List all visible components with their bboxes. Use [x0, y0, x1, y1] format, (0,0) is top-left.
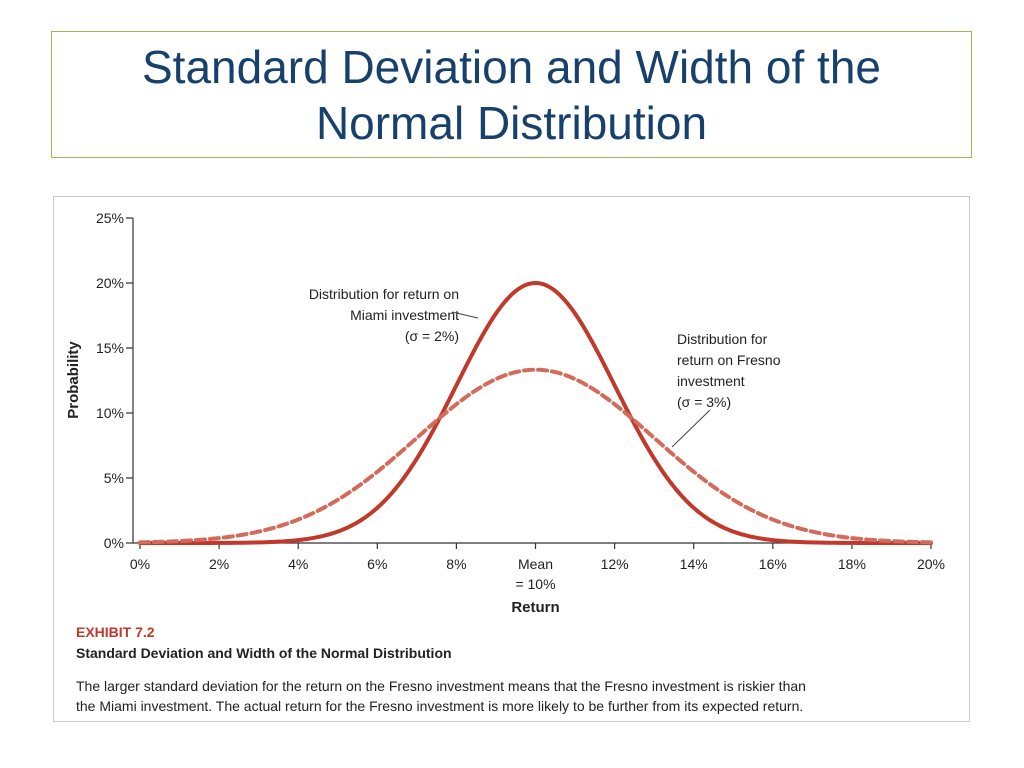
x-tick-label: 16%: [759, 556, 787, 572]
x-tick-label: Mean: [518, 556, 553, 572]
x-axis-title: Return: [511, 599, 559, 616]
miami-curve-label-line: (σ = 2%): [405, 328, 459, 344]
fresno-curve-label-line: investment: [677, 373, 745, 389]
x-tick-label: 2%: [209, 556, 229, 572]
x-tick-label: 6%: [367, 556, 387, 572]
fresno-label-leader: [671, 409, 711, 448]
exhibit-number: EXHIBIT 7.2: [76, 624, 155, 640]
x-tick-sublabel-mean: = 10%: [515, 576, 555, 592]
y-tick-label: 25%: [96, 210, 124, 226]
x-tick-label: 14%: [680, 556, 708, 572]
y-tick-label: 10%: [96, 405, 124, 421]
y-tick-label: 5%: [104, 470, 124, 486]
fresno-curve-label-line: (σ = 3%): [677, 394, 731, 410]
miami-label-leader: [451, 311, 479, 319]
miami-curve-label: Distribution for return on Miami investme…: [309, 286, 459, 344]
series-curve-fresno: [138, 367, 933, 545]
slide-title-line-2: Normal Distribution: [315, 96, 708, 149]
x-tick-label: 8%: [446, 556, 466, 572]
exhibit-title: Standard Deviation and Width of the Norm…: [76, 645, 452, 661]
y-tick-label: 15%: [96, 340, 124, 356]
fresno-curve-label: Distribution for return on Fresno investme…: [677, 331, 781, 410]
series-curve-miami: [138, 280, 933, 545]
chart-axes: 0% 5% 10% 15% 20% 25% 0% 2% 4% 6% 8% Mean 12% 14% 16% 1…: [65, 210, 945, 616]
exhibit-figure: [53, 196, 970, 722]
miami-curve-label-line: Distribution for return on: [309, 286, 459, 302]
x-tick-label: 20%: [917, 556, 945, 572]
slide-title: Standard Deviation and Width of the Norm…: [51, 31, 972, 158]
chart-annotations: Distribution for return on Miami investme…: [309, 286, 781, 448]
slide-title-line-1: Standard Deviation and Width of the: [141, 40, 881, 93]
x-tick-label: 12%: [601, 556, 629, 572]
exhibit-caption: The larger standard deviation for the re…: [76, 676, 966, 716]
y-tick-label: 0%: [104, 535, 124, 551]
fresno-curve-label-line: return on Fresno: [677, 352, 781, 368]
chart-curves: [138, 280, 933, 545]
x-tick-label: 4%: [288, 556, 308, 572]
exhibit-caption-line-1: The larger standard deviation for the re…: [76, 678, 806, 694]
y-axis-title: Probability: [65, 341, 82, 419]
exhibit-caption-line-2: the Miami investment. The actual return …: [76, 698, 804, 714]
x-tick-label: 18%: [838, 556, 866, 572]
miami-curve-label-line: Miami investment: [350, 307, 459, 323]
x-tick-label: 0%: [130, 556, 150, 572]
y-tick-label: 20%: [96, 275, 124, 291]
fresno-curve-label-line: Distribution for: [677, 331, 768, 347]
